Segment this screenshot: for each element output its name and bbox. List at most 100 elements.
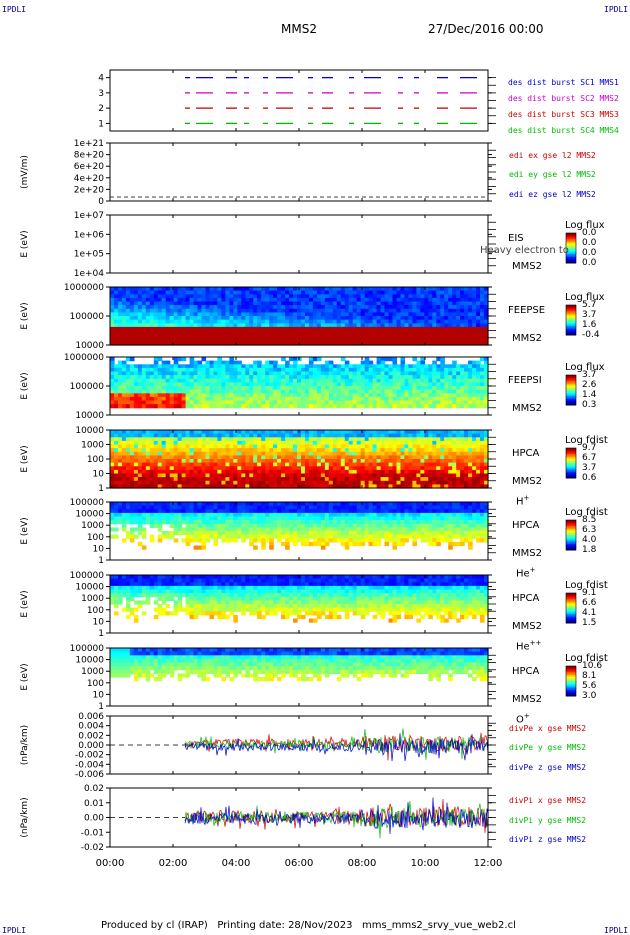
spectrogram-cell xyxy=(253,309,258,313)
spectrogram-cell xyxy=(321,474,326,478)
spectrogram-cell xyxy=(404,309,409,313)
spectrogram-cell xyxy=(202,357,207,361)
spectrogram-cell xyxy=(317,445,322,449)
spectrogram-cell xyxy=(285,477,290,481)
spectrogram-cell xyxy=(221,524,226,528)
spectrogram-cell xyxy=(110,298,115,302)
spectrogram-cell xyxy=(198,386,203,390)
spectrogram-cell xyxy=(412,302,417,306)
spectrogram-cell xyxy=(166,334,171,338)
spectrogram-cell xyxy=(198,463,203,467)
spectrogram-cell xyxy=(408,312,413,316)
spectrogram-cell xyxy=(424,397,429,401)
spectrogram-cell xyxy=(198,434,203,438)
spectrogram-cell xyxy=(158,477,163,481)
spectrogram-cell xyxy=(329,382,334,386)
spectrogram-cell xyxy=(377,331,382,335)
spectrogram-cell xyxy=(202,455,207,459)
spectrogram-cell xyxy=(225,375,230,379)
spectrogram-cell xyxy=(389,294,394,298)
spectrogram-cell xyxy=(313,302,318,306)
spectrogram-cell xyxy=(480,393,485,397)
spectrogram-cell xyxy=(333,452,338,456)
spectrogram-cell xyxy=(241,404,246,408)
spectrogram-cell xyxy=(404,386,409,390)
spectrogram-cell xyxy=(142,334,147,338)
spectrogram-cell xyxy=(233,535,238,539)
spectrogram-cell xyxy=(110,463,115,467)
spectrogram-cell xyxy=(393,375,398,379)
spectrogram-cell xyxy=(130,334,135,338)
spectrogram-cell xyxy=(393,459,398,463)
spectrogram-cell xyxy=(277,291,282,295)
spectrogram-cell xyxy=(460,291,465,295)
spectrogram-cell xyxy=(237,513,242,517)
spectrogram-cell xyxy=(126,368,131,372)
spectrogram-cell xyxy=(468,404,473,408)
spectrogram-cell xyxy=(233,459,238,463)
spectrogram-cell xyxy=(329,459,334,463)
spectrogram-cell xyxy=(404,390,409,394)
spectrogram-cell xyxy=(241,441,246,445)
spectrogram-cell xyxy=(448,368,453,372)
spectrogram-cell xyxy=(166,372,171,376)
spectrogram-cell xyxy=(170,386,175,390)
spectrogram-cell xyxy=(114,535,119,539)
spectrogram-cell xyxy=(297,372,302,376)
spectrogram-cell xyxy=(472,323,477,327)
spectrogram-cell xyxy=(114,434,119,438)
spectrogram-cell xyxy=(369,294,374,298)
spectrogram-cell xyxy=(261,287,266,291)
y-tick-label: 1000 xyxy=(81,441,104,451)
spectrogram-cell xyxy=(142,305,147,309)
spectrogram-cell xyxy=(452,294,457,298)
spectrogram-cell xyxy=(385,294,390,298)
spectrogram-cell xyxy=(130,401,135,405)
spectrogram-cell xyxy=(353,316,358,320)
spectrogram-cell xyxy=(416,316,421,320)
spectrogram-cell xyxy=(257,401,262,405)
spectrogram-cell xyxy=(468,455,473,459)
spectrogram-cell xyxy=(277,452,282,456)
spectrogram-cell xyxy=(448,397,453,401)
spectrogram-cell xyxy=(182,397,187,401)
spectrogram-cell xyxy=(134,520,139,524)
spectrogram-cell xyxy=(182,401,187,405)
spectrogram-cell xyxy=(448,382,453,386)
spectrogram-cell xyxy=(309,323,314,327)
spectrogram-cell xyxy=(273,305,278,309)
spectrogram-cell xyxy=(245,379,250,383)
spectrogram-cell xyxy=(114,312,119,316)
spectrogram-cell xyxy=(408,463,413,467)
spectrogram-cell xyxy=(293,463,298,467)
spectrogram-cell xyxy=(146,364,151,368)
spectrogram-cell xyxy=(333,382,338,386)
spectrogram-cell xyxy=(464,452,469,456)
spectrogram-cell xyxy=(404,375,409,379)
spectrogram-cell xyxy=(221,404,226,408)
spectrogram-cell xyxy=(217,379,222,383)
spectrogram-cell xyxy=(313,291,318,295)
spectrogram-cell xyxy=(170,338,175,342)
spectrogram-cell xyxy=(150,513,155,517)
spectrogram-cell xyxy=(448,437,453,441)
spectrogram-cell xyxy=(186,338,191,342)
spectrogram-cell xyxy=(237,535,242,539)
spectrogram-cell xyxy=(369,372,374,376)
spectrogram-cell xyxy=(182,481,187,485)
spectrogram-cell xyxy=(369,323,374,327)
spectrogram-cell xyxy=(416,302,421,306)
spectrogram-cell xyxy=(301,455,306,459)
spectrogram-cell xyxy=(337,481,342,485)
spectrogram-cell xyxy=(206,298,211,302)
spectrogram-cell xyxy=(397,466,402,470)
spectrogram-cell xyxy=(377,448,382,452)
spectrogram-cell xyxy=(150,441,155,445)
spectrogram-cell xyxy=(170,506,175,510)
spectrogram-cell xyxy=(333,386,338,390)
spectrogram-cell xyxy=(241,538,246,542)
spectrogram-cell xyxy=(317,390,322,394)
spectrogram-cell xyxy=(377,287,382,291)
spectrogram-cell xyxy=(206,302,211,306)
